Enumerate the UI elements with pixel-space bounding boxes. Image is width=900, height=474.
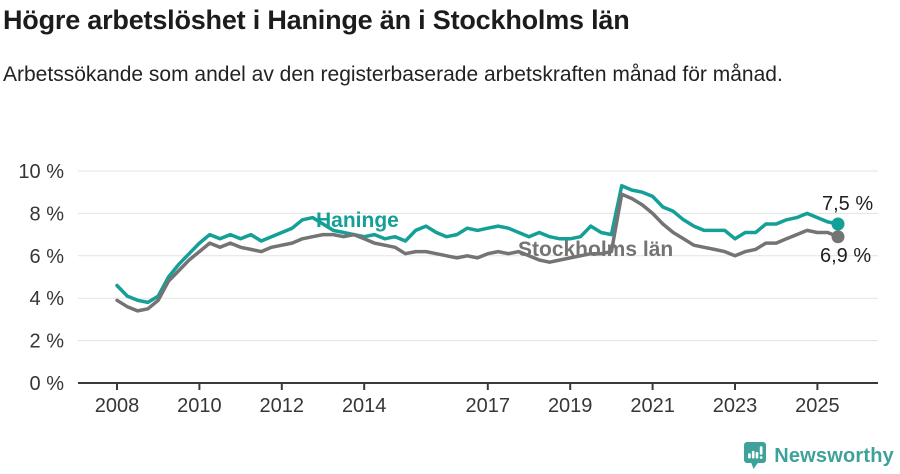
x-tick-label: 2019 <box>548 395 593 417</box>
x-tick-label: 2023 <box>713 395 758 417</box>
x-tick-label: 2017 <box>466 395 511 417</box>
speech-bubble-shape <box>744 442 767 469</box>
page-subtitle: Arbetssökande som andel av den registerb… <box>3 63 783 86</box>
y-tick-label: 0 % <box>30 373 65 395</box>
y-tick-label: 4 % <box>30 288 65 310</box>
exclamation-glyph <box>759 446 763 459</box>
stockholms-l-n-end-dot <box>831 230 845 244</box>
x-tick-label: 2014 <box>342 395 387 417</box>
unemployment-line-chart: 0 % 2 % 4 % 6 % 8 % 10 % 2008 2010 2012 2014 2017 2… <box>0 150 900 430</box>
x-tick-label: 2008 <box>95 395 140 417</box>
x-tick-label: 2021 <box>630 395 675 417</box>
x-tick-label: 2025 <box>795 395 840 417</box>
haninge-line <box>115 184 840 305</box>
bar-chart-glyph <box>748 450 759 459</box>
haninge-series-label: Haninge <box>316 209 399 232</box>
haninge-end-value-label: 7,5 % <box>822 193 873 215</box>
stockholms-l-n-line <box>115 192 840 313</box>
newsworthy-wordmark: Newsworthy <box>774 444 894 467</box>
newsworthy-logo: Newsworthy <box>744 442 894 470</box>
y-tick-label: 2 % <box>30 331 65 353</box>
haninge-end-dot <box>831 217 845 231</box>
stockholms-l-n-series-label: Stockholms län <box>518 238 673 261</box>
chart-svg: 0 % 2 % 4 % 6 % 8 % 10 % 2008 2010 2012 2014 2017 2… <box>18 161 878 417</box>
y-tick-label: 8 % <box>30 203 65 225</box>
stockholms-l-n-end-value-label: 6,9 % <box>820 245 871 267</box>
x-tick-label: 2012 <box>260 395 305 417</box>
newsworthy-bubble-icon <box>744 442 767 469</box>
page-title: Högre arbetslöshet i Haninge än i Stockh… <box>3 5 630 35</box>
x-tick-label: 2010 <box>177 395 222 417</box>
y-tick-label: 6 % <box>30 246 65 268</box>
y-tick-label: 10 % <box>18 161 64 183</box>
